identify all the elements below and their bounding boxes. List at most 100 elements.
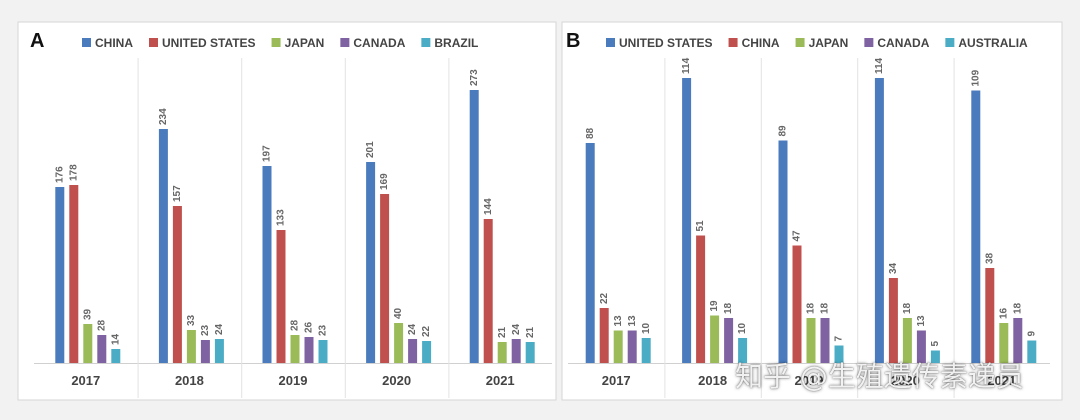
bar — [627, 330, 637, 363]
data-label: 21 — [497, 326, 508, 338]
bar — [1027, 340, 1037, 363]
bar — [469, 90, 479, 363]
bar — [380, 194, 390, 363]
bar — [55, 187, 65, 363]
bar — [971, 90, 981, 363]
legend-label: CANADA — [877, 36, 929, 50]
bar — [585, 143, 595, 363]
data-label: 201 — [365, 141, 376, 158]
bar — [69, 185, 79, 363]
data-label: 22 — [599, 292, 610, 304]
data-label: 51 — [695, 220, 706, 232]
panel-a-frame — [17, 21, 557, 401]
legend-swatch — [795, 38, 805, 47]
data-label: 16 — [998, 307, 1009, 319]
data-label: 34 — [888, 262, 899, 274]
data-label: 89 — [778, 125, 789, 137]
data-label: 88 — [585, 127, 596, 139]
legend-swatch — [149, 38, 158, 47]
bar — [820, 318, 830, 363]
data-label: 144 — [483, 198, 494, 215]
bar — [806, 318, 816, 363]
bar — [262, 166, 272, 363]
legend-label: BRAZIL — [434, 36, 478, 50]
data-label: 38 — [984, 252, 995, 264]
panel-b-chart: B UNITED STATES CHINA JAPAN CANADA AUSTRALIA 8… — [566, 30, 1050, 398]
bar — [408, 339, 418, 363]
bar — [83, 324, 93, 363]
data-label: 18 — [902, 302, 913, 314]
legend-label: CANADA — [353, 36, 405, 50]
legend-swatch — [340, 38, 350, 47]
data-label: 14 — [110, 333, 121, 345]
data-label: 18 — [1012, 302, 1023, 314]
bar — [613, 330, 623, 363]
data-label: 197 — [262, 145, 273, 162]
data-label: 176 — [54, 166, 65, 183]
data-label: 178 — [68, 164, 79, 181]
bar — [186, 330, 196, 363]
watermark-text: 知乎 @生殖遗传素递员 — [735, 360, 1024, 393]
bar — [483, 219, 493, 363]
data-label: 7 — [834, 336, 845, 342]
legend-label: JAPAN — [809, 36, 849, 50]
bar — [172, 206, 182, 363]
bar — [158, 129, 168, 363]
data-label: 157 — [172, 185, 183, 202]
bar — [682, 78, 692, 363]
bar — [916, 330, 926, 363]
data-label: 18 — [806, 302, 817, 314]
legend-swatch — [421, 38, 431, 47]
data-label: 169 — [379, 173, 390, 190]
bar — [111, 349, 121, 363]
data-label: 28 — [96, 319, 107, 331]
x-tick-label: 2019 — [795, 373, 824, 388]
legend-label: UNITED STATES — [619, 36, 713, 50]
data-label: 23 — [318, 324, 329, 336]
bar — [525, 342, 535, 363]
data-label: 26 — [304, 321, 315, 333]
x-tick-label: 2018 — [175, 373, 204, 388]
legend-label: CHINA — [95, 36, 133, 50]
x-tick-label: 2021 — [486, 373, 515, 388]
data-label: 13 — [627, 315, 638, 327]
x-tick-label: 2020 — [891, 373, 920, 388]
x-tick-label: 2017 — [71, 373, 100, 388]
data-label: 24 — [214, 323, 225, 335]
bar — [999, 323, 1009, 363]
legend-swatch — [606, 38, 615, 47]
bar — [724, 318, 734, 363]
data-label: 234 — [158, 108, 169, 125]
bar — [276, 230, 286, 363]
bar — [422, 341, 432, 363]
x-tick-label: 2019 — [279, 373, 308, 388]
data-label: 114 — [681, 57, 692, 74]
bar — [304, 337, 314, 363]
x-tick-label: 2017 — [602, 373, 631, 388]
data-label: 10 — [641, 322, 652, 334]
data-label: 47 — [792, 230, 803, 242]
bar — [318, 340, 328, 363]
data-label: 5 — [930, 341, 941, 347]
bar — [888, 278, 898, 363]
bar — [214, 339, 224, 363]
bar — [641, 338, 651, 363]
data-label: 13 — [613, 315, 624, 327]
data-label: 23 — [200, 324, 211, 336]
legend-swatch — [82, 38, 91, 47]
data-label: 10 — [737, 322, 748, 334]
legend-swatch — [945, 38, 955, 47]
data-label: 273 — [469, 69, 480, 86]
bar — [1013, 318, 1023, 363]
legend-label: CHINA — [742, 36, 780, 50]
bar — [930, 350, 940, 363]
bar — [394, 323, 404, 363]
bar — [834, 345, 844, 363]
x-tick-label: 2020 — [382, 373, 411, 388]
panel-letter: A — [30, 30, 44, 52]
legend-swatch — [728, 38, 738, 47]
data-label: 24 — [407, 323, 418, 335]
data-label: 133 — [276, 209, 287, 226]
